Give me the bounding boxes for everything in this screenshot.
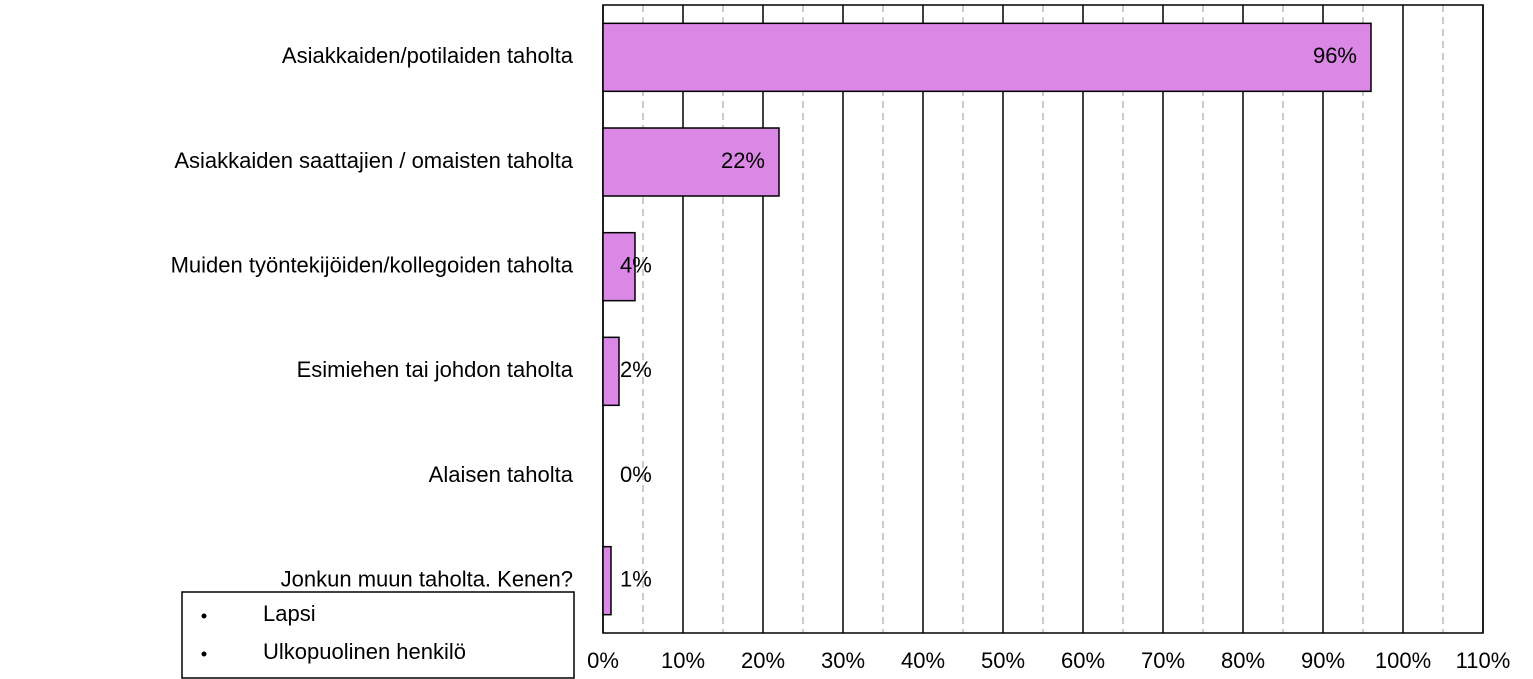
x-tick-label: 100% xyxy=(1375,648,1431,673)
annotation-box xyxy=(181,591,575,679)
y-tick-label: Muiden työntekijöiden/kollegoiden taholt… xyxy=(171,252,574,277)
value-label: 96% xyxy=(1313,43,1357,68)
plot-border xyxy=(602,4,1484,634)
bar xyxy=(602,22,1372,93)
value-label: 1% xyxy=(620,566,652,591)
y-tick-label: Alaisen taholta xyxy=(429,462,574,487)
x-tick-label: 60% xyxy=(1061,648,1105,673)
x-tick-label: 70% xyxy=(1141,648,1185,673)
bar xyxy=(602,127,780,197)
y-tick-label: Asiakkaiden saattajien / omaisten taholt… xyxy=(174,148,573,173)
bar xyxy=(602,545,612,616)
x-tick-label: 110% xyxy=(1456,648,1511,673)
bar xyxy=(602,336,620,407)
y-tick-label: Esimiehen tai johdon taholta xyxy=(297,357,574,382)
value-label: 22% xyxy=(721,148,765,173)
bullet xyxy=(201,613,207,619)
y-tick-label: Jonkun muun taholta. Kenen? xyxy=(281,566,573,591)
x-tick-label: 0% xyxy=(587,648,619,673)
bar xyxy=(602,231,636,302)
x-tick-label: 30% xyxy=(821,648,865,673)
x-tick-label: 10% xyxy=(661,648,705,673)
bullet xyxy=(201,651,207,657)
annotation-item: Ulkopuolinen henkilö xyxy=(263,639,466,664)
value-label: 0% xyxy=(620,462,652,487)
value-label: 2% xyxy=(620,357,652,382)
x-tick-label: 90% xyxy=(1301,648,1345,673)
y-tick-label: Asiakkaiden/potilaiden taholta xyxy=(282,43,574,68)
x-tick-label: 80% xyxy=(1221,648,1265,673)
annotation-item: Lapsi xyxy=(263,601,316,626)
x-tick-label: 50% xyxy=(981,648,1025,673)
x-tick-label: 20% xyxy=(741,648,785,673)
value-label: 4% xyxy=(620,252,652,277)
x-tick-label: 40% xyxy=(901,648,945,673)
